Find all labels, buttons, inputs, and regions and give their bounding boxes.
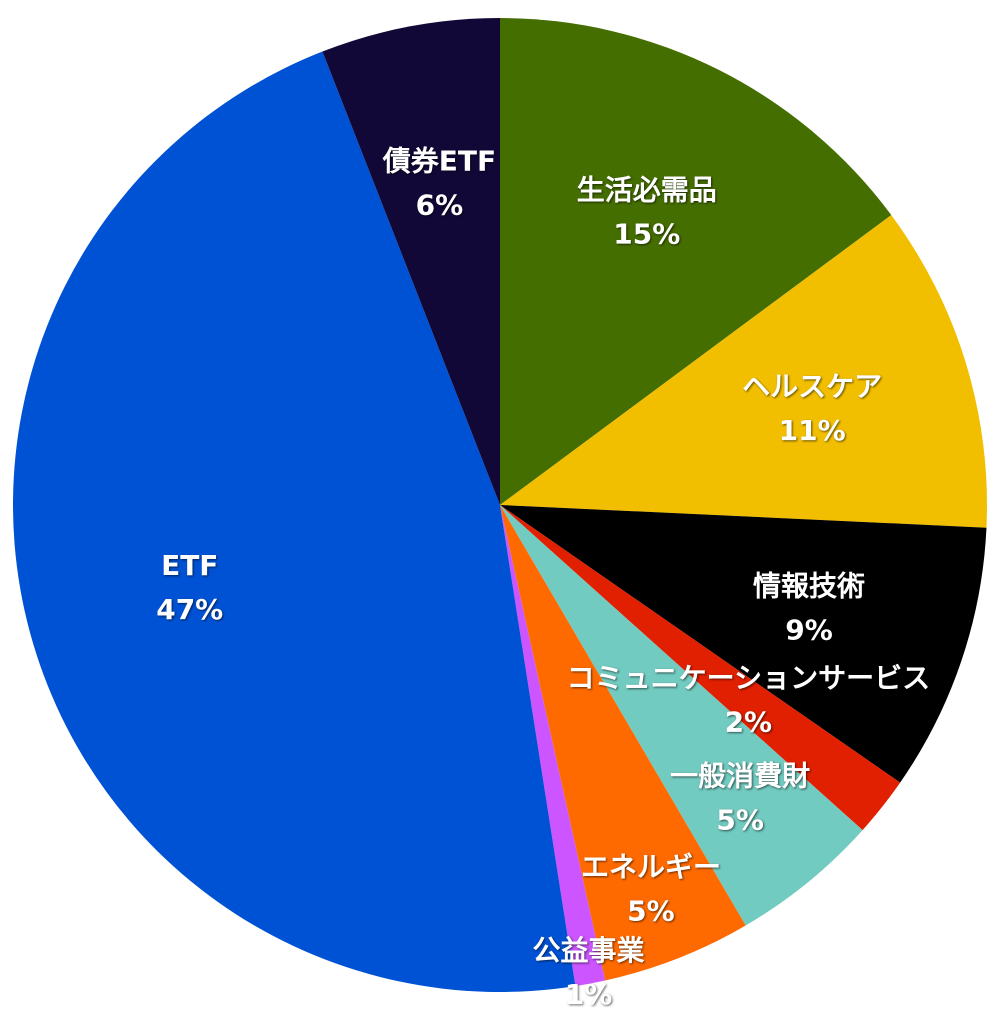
slice-value-label: 47% [156, 593, 223, 626]
slice [500, 505, 901, 831]
slice-label: 公益事業 [533, 934, 645, 967]
slice-value-label: 15% [613, 218, 680, 251]
slice-label: エネルギー [581, 850, 721, 883]
slice-label: 情報技術 [753, 570, 865, 603]
slice-value-label: 6% [416, 188, 464, 221]
slice [500, 505, 987, 783]
slice [12, 51, 576, 993]
slice-value-label: 9% [785, 614, 833, 647]
slice-value-label: 11% [779, 414, 846, 447]
slice-label: コミュニケーションサービス [567, 661, 930, 694]
slice-value-label: 5% [716, 803, 764, 836]
slice-value-label: 5% [627, 894, 675, 927]
slice [500, 215, 987, 528]
slice-label: 生活必需品 [577, 174, 717, 207]
slice-label: ヘルスケア [742, 370, 882, 403]
slice [500, 505, 863, 926]
slice-value-label: 1% [565, 978, 613, 1011]
slice [500, 505, 606, 987]
slice-label: 一般消費財 [670, 759, 810, 792]
slice [500, 18, 892, 505]
slice [500, 505, 746, 981]
slice-label: 債券ETF [382, 144, 496, 177]
slice-value-label: 2% [725, 705, 773, 738]
labels: 生活必需品 15% ヘルスケア 11% 情報技術 9% コミュニケーションサービス 2% 一般消… [156, 144, 930, 1011]
slice-label: ETF [161, 549, 218, 582]
slice [322, 17, 500, 505]
slices [12, 17, 987, 993]
